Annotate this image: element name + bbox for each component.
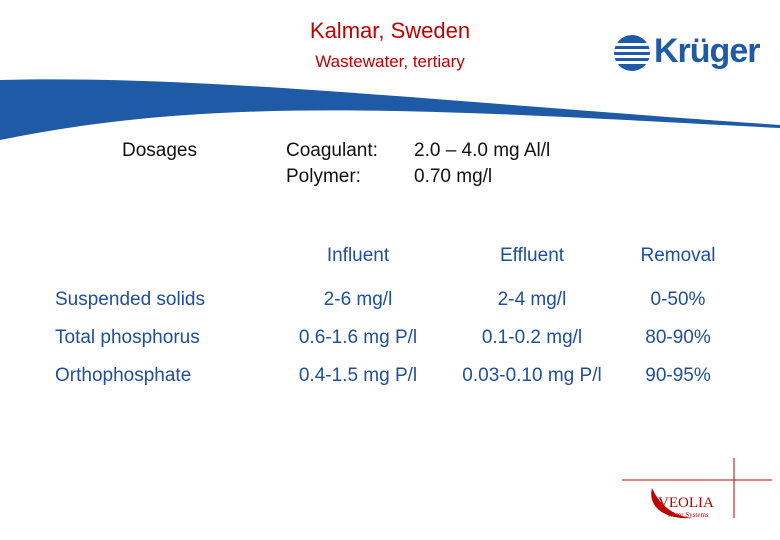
cell-removal: 90-95% bbox=[645, 365, 711, 386]
header-influent: Influent bbox=[326, 245, 390, 266]
cell-removal: 80-90% bbox=[645, 327, 711, 348]
cell-effluent: 0.1-0.2 mg/l bbox=[481, 327, 583, 348]
dosage-name-coagulant: Coagulant: bbox=[286, 140, 378, 161]
cell-influent: 0.4-1.5 mg P/l bbox=[298, 365, 418, 386]
kruger-logo-text: Krüger bbox=[654, 32, 760, 70]
veolia-logo-text: VEOLIA bbox=[658, 495, 714, 511]
cell-influent: 0.6-1.6 mg P/l bbox=[298, 327, 418, 348]
kruger-logo: Krüger bbox=[612, 32, 772, 74]
header-effluent: Effluent bbox=[499, 245, 565, 266]
kruger-logo-icon bbox=[612, 35, 652, 71]
cell-influent: 2-6 mg/l bbox=[323, 289, 393, 310]
cell-effluent: 2-4 mg/l bbox=[497, 289, 567, 310]
header-swoosh bbox=[0, 79, 780, 140]
row-label: Orthophosphate bbox=[55, 365, 192, 386]
row-label: Total phosphorus bbox=[55, 327, 200, 348]
dosage-value-polymer: 0.70 mg/l bbox=[414, 166, 493, 187]
dosages-label: Dosages bbox=[122, 140, 197, 161]
veolia-logo: VEOLIA Water Systems bbox=[622, 458, 772, 519]
cell-removal: 0-50% bbox=[650, 289, 706, 310]
row-label: Suspended solids bbox=[55, 289, 205, 310]
slide-subtitle: Wastewater, tertiary bbox=[315, 52, 465, 71]
header-removal: Removal bbox=[640, 245, 716, 266]
dosage-name-polymer: Polymer: bbox=[286, 166, 361, 187]
cell-effluent: 0.03-0.10 mg P/l bbox=[462, 365, 602, 386]
slide-title: Kalmar, Sweden bbox=[309, 18, 471, 43]
dosage-value-coagulant: 2.0 – 4.0 mg Al/l bbox=[414, 140, 551, 161]
veolia-logo-subtext: Water Systems bbox=[667, 511, 709, 519]
